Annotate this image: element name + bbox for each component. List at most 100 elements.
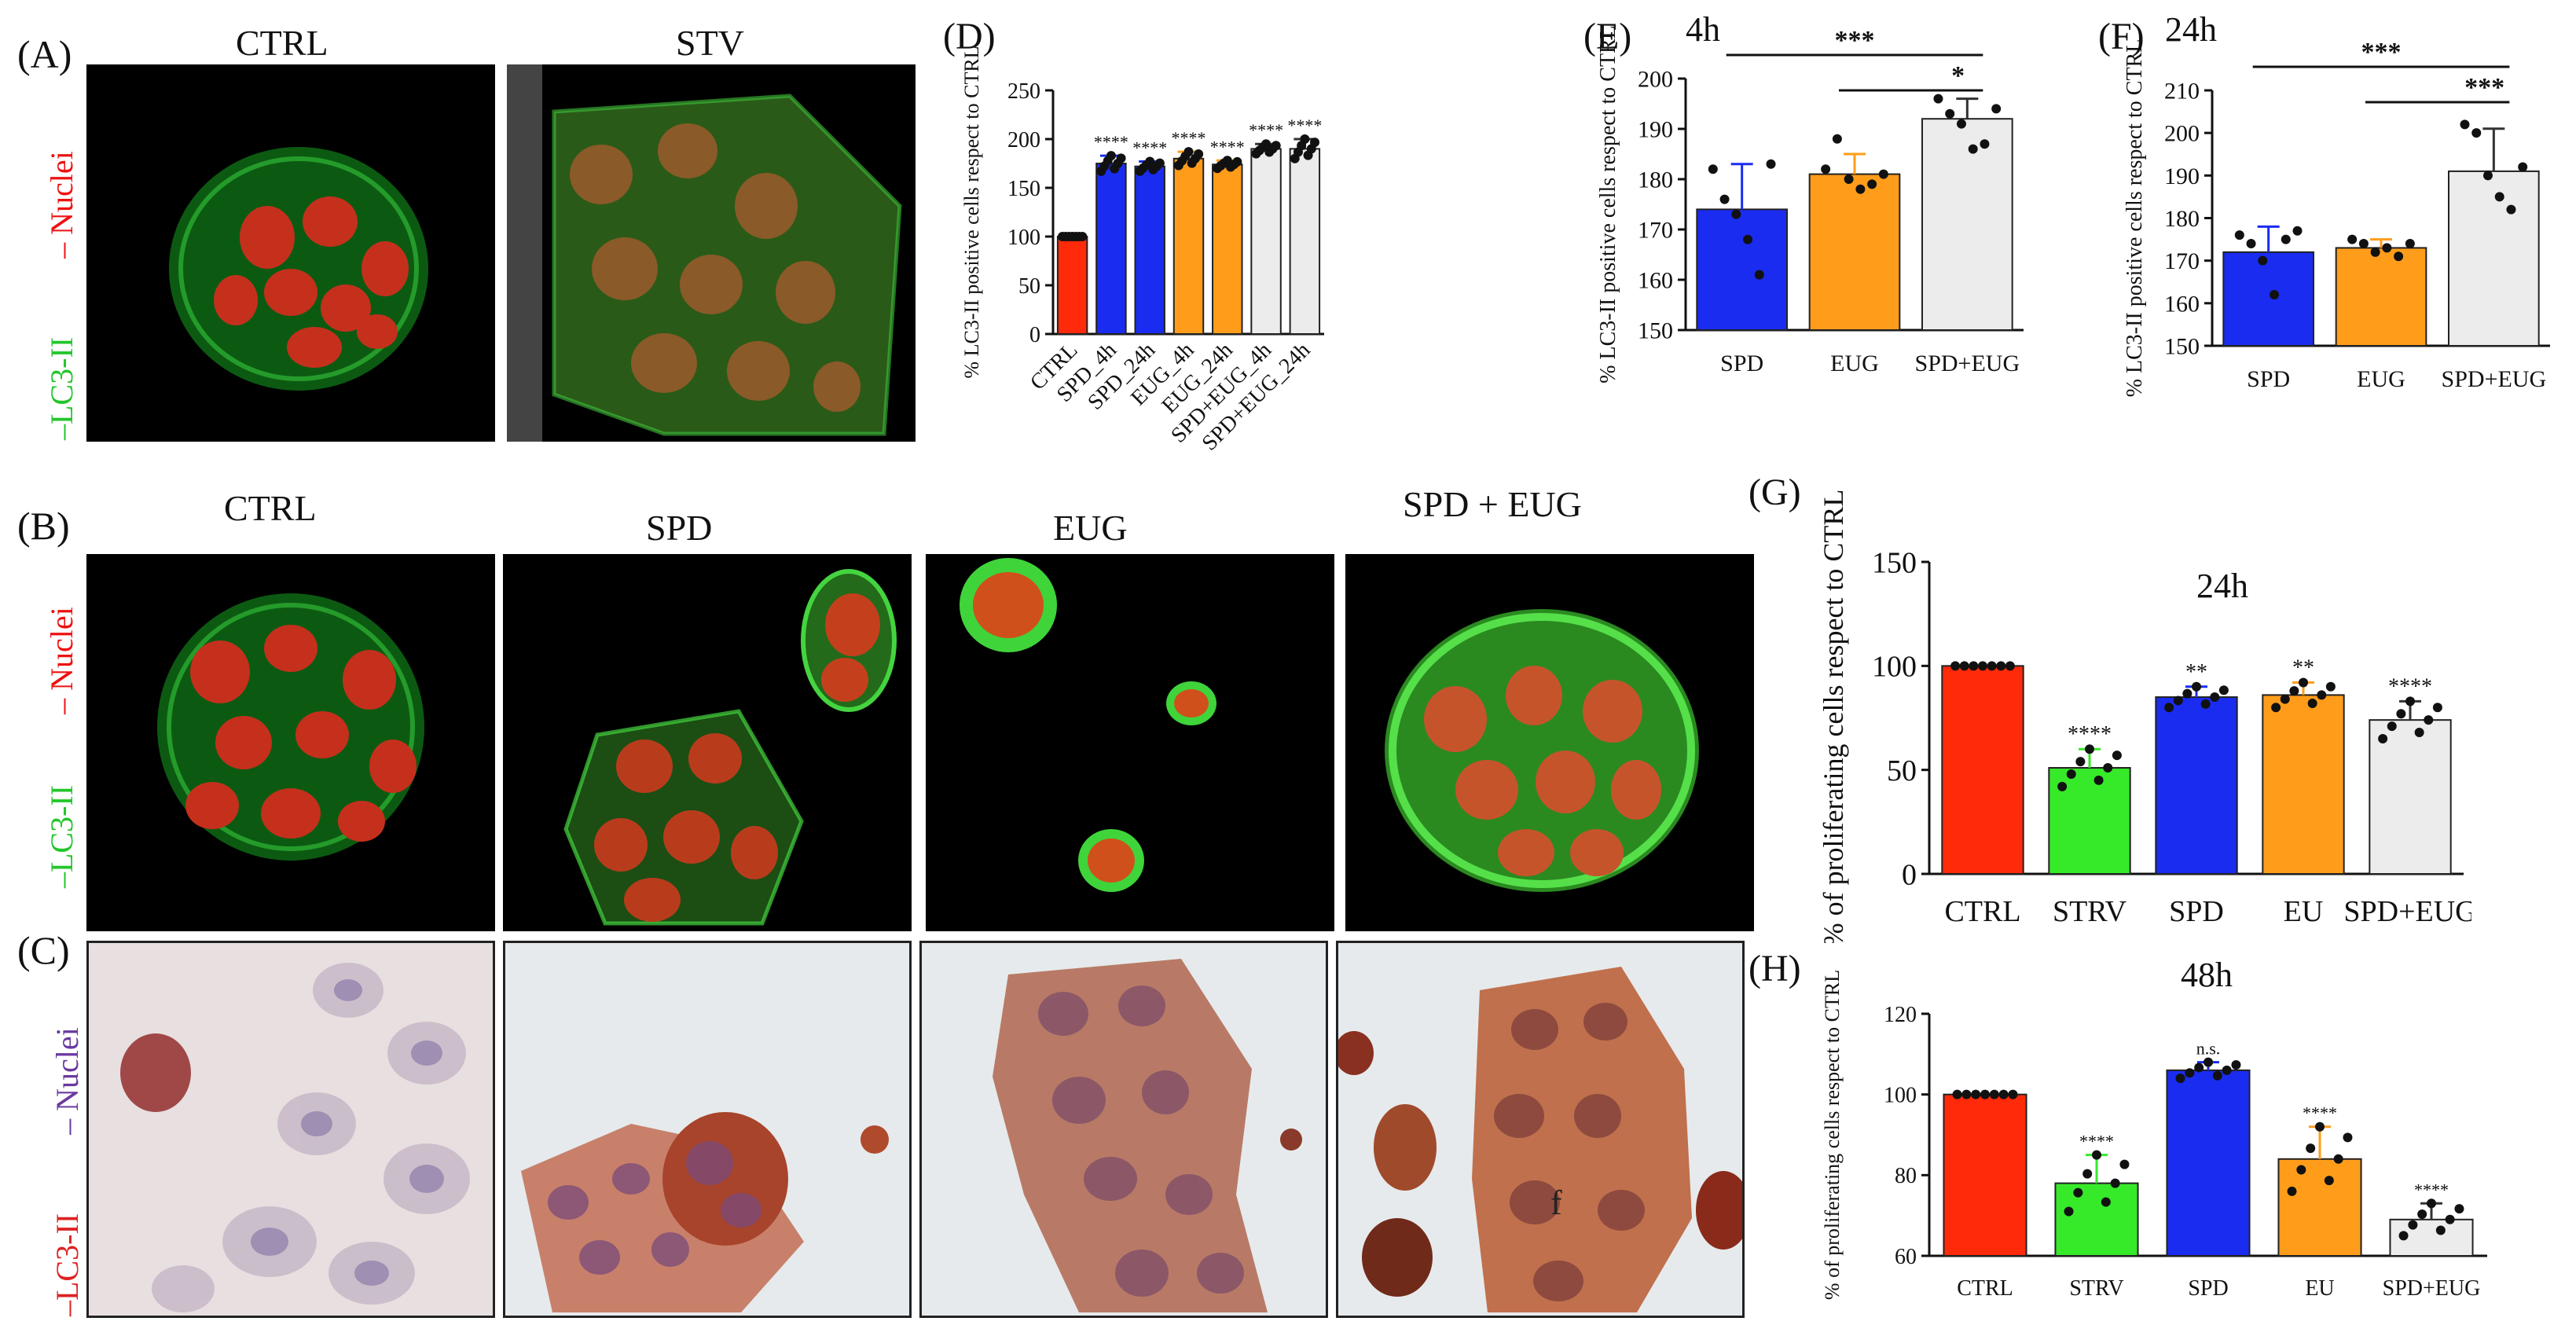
data-point	[1743, 234, 1753, 244]
micrograph-b-ctrl	[86, 554, 495, 931]
data-point	[1978, 661, 1987, 671]
bar-ctrl	[1056, 236, 1088, 335]
data-point	[2281, 234, 2291, 244]
data-point	[2101, 1197, 2111, 1207]
data-point	[2075, 757, 2086, 767]
panel-label-e: (E)	[1583, 16, 1631, 57]
category-label: SPD+EUG	[2442, 366, 2547, 392]
panel-a-title-ctrl: CTRL	[236, 23, 328, 63]
category-label: CTRL	[1944, 895, 2020, 928]
data-point	[1719, 194, 1730, 204]
y-tick-label: 250	[1007, 79, 1040, 104]
data-point	[2289, 686, 2299, 696]
chart-title: 24h	[2165, 10, 2217, 49]
panel-b-title-ctrl: CTRL	[224, 488, 317, 528]
data-point	[2175, 1074, 2185, 1084]
y-tick-label: 120	[1884, 1003, 1917, 1027]
data-point	[1261, 139, 1271, 149]
panel-b-title-spd: SPD	[646, 508, 713, 548]
data-point	[2417, 1209, 2427, 1219]
significance-label: *	[1951, 61, 1965, 90]
category-label: SPD	[2188, 1276, 2228, 1301]
chart-f: (F) 24h 150 160 170 180 190 200 210 % LC3-II posi…	[2098, 10, 2550, 397]
bar-eug	[1808, 173, 1901, 331]
data-point	[2317, 690, 2327, 700]
data-point	[1731, 209, 1741, 219]
micrograph-b-spd	[503, 554, 912, 931]
data-point	[1145, 156, 1155, 167]
data-point	[1106, 151, 1116, 161]
significance-label: ****	[1249, 120, 1283, 140]
cell-cluster-image	[563, 569, 897, 926]
cell-cluster-image	[157, 593, 424, 861]
data-point	[2280, 694, 2290, 704]
data-point	[2518, 162, 2528, 172]
category-label: CTRL	[1957, 1276, 2013, 1301]
data-point	[1754, 270, 1764, 280]
micrograph-b-spd-eug	[1345, 554, 1754, 931]
data-point	[1991, 104, 2002, 114]
y-tick-label: 0	[1902, 858, 1917, 891]
y-tick-label: 210	[2164, 79, 2200, 105]
data-point	[1952, 1089, 1962, 1099]
significance-label: **	[2185, 660, 2207, 685]
data-point	[2008, 1089, 2018, 1099]
significance-label: **	[2292, 656, 2314, 681]
y-tick-label: 150	[2164, 334, 2200, 360]
data-point	[2194, 1063, 2204, 1073]
data-point	[1980, 139, 1990, 149]
annotation-f: f	[1550, 1184, 1562, 1222]
data-point	[2231, 1060, 2241, 1070]
bar-spd-eug-24h	[1289, 148, 1321, 335]
category-label: SPD	[2169, 895, 2224, 928]
significance-label: ***	[2361, 38, 2402, 67]
y-axis-label: % of proliferating cells respect to CTRL	[1818, 490, 1849, 943]
data-point	[2405, 696, 2415, 707]
bar-spd	[2222, 251, 2314, 347]
y-tick-label: 190	[2164, 163, 2200, 189]
chart-title: 48h	[2181, 956, 2233, 994]
data-point	[2296, 1165, 2306, 1175]
data-point	[2506, 204, 2516, 215]
y-axis-label: % LC3-II positive cells respect to CTRL	[1596, 25, 1620, 384]
data-point	[1878, 169, 1888, 179]
data-point	[1300, 134, 1310, 144]
panel-b-stain-legend: –LC3-II – Nuclei	[44, 607, 79, 888]
category-label: EU	[2284, 895, 2324, 928]
data-point	[2482, 171, 2493, 181]
significance-label: ****	[1094, 132, 1128, 152]
panel-label-f: (F)	[2098, 16, 2145, 57]
panel-label-h: (H)	[1749, 948, 1801, 989]
category-label: SPD	[1720, 351, 1763, 376]
y-tick-label: 180	[1638, 167, 1673, 193]
panel-label-d: (D)	[943, 16, 996, 57]
micrograph-a-ctrl	[86, 64, 495, 442]
data-point	[1971, 1089, 1981, 1099]
y-tick-label: 60	[1895, 1245, 1917, 1269]
significance-label: ***	[1835, 26, 1875, 55]
significance-label: ****	[2388, 674, 2432, 699]
data-point	[2324, 1176, 2334, 1186]
bar-spd	[1696, 208, 1788, 331]
panel-a-title-stv: STV	[676, 23, 744, 63]
data-point	[1998, 1089, 2009, 1099]
significance-label: n.s.	[2196, 1039, 2221, 1059]
bar-spd-eug	[2448, 170, 2540, 347]
ihc-cell-image	[505, 943, 909, 1316]
panel-label-g: (G)	[1749, 472, 1801, 513]
data-point	[2103, 763, 2113, 773]
data-point	[2271, 703, 2281, 713]
data-point	[2005, 661, 2015, 671]
panel-label-c: (C)	[17, 928, 70, 972]
data-point	[2210, 692, 2220, 703]
data-point	[2471, 128, 2482, 138]
y-axis-label: % of proliferating cells respect to CTRL	[1821, 970, 1844, 1300]
data-point	[1950, 661, 1961, 671]
bar-eu	[2277, 1158, 2362, 1257]
data-point	[2405, 239, 2415, 248]
y-tick-label: 190	[1638, 117, 1673, 143]
significance-label: ****	[1287, 116, 1322, 135]
bar-eug-24h	[1212, 163, 1243, 335]
data-point	[1969, 661, 1979, 671]
category-label: SPD+EUG	[1915, 351, 2020, 376]
